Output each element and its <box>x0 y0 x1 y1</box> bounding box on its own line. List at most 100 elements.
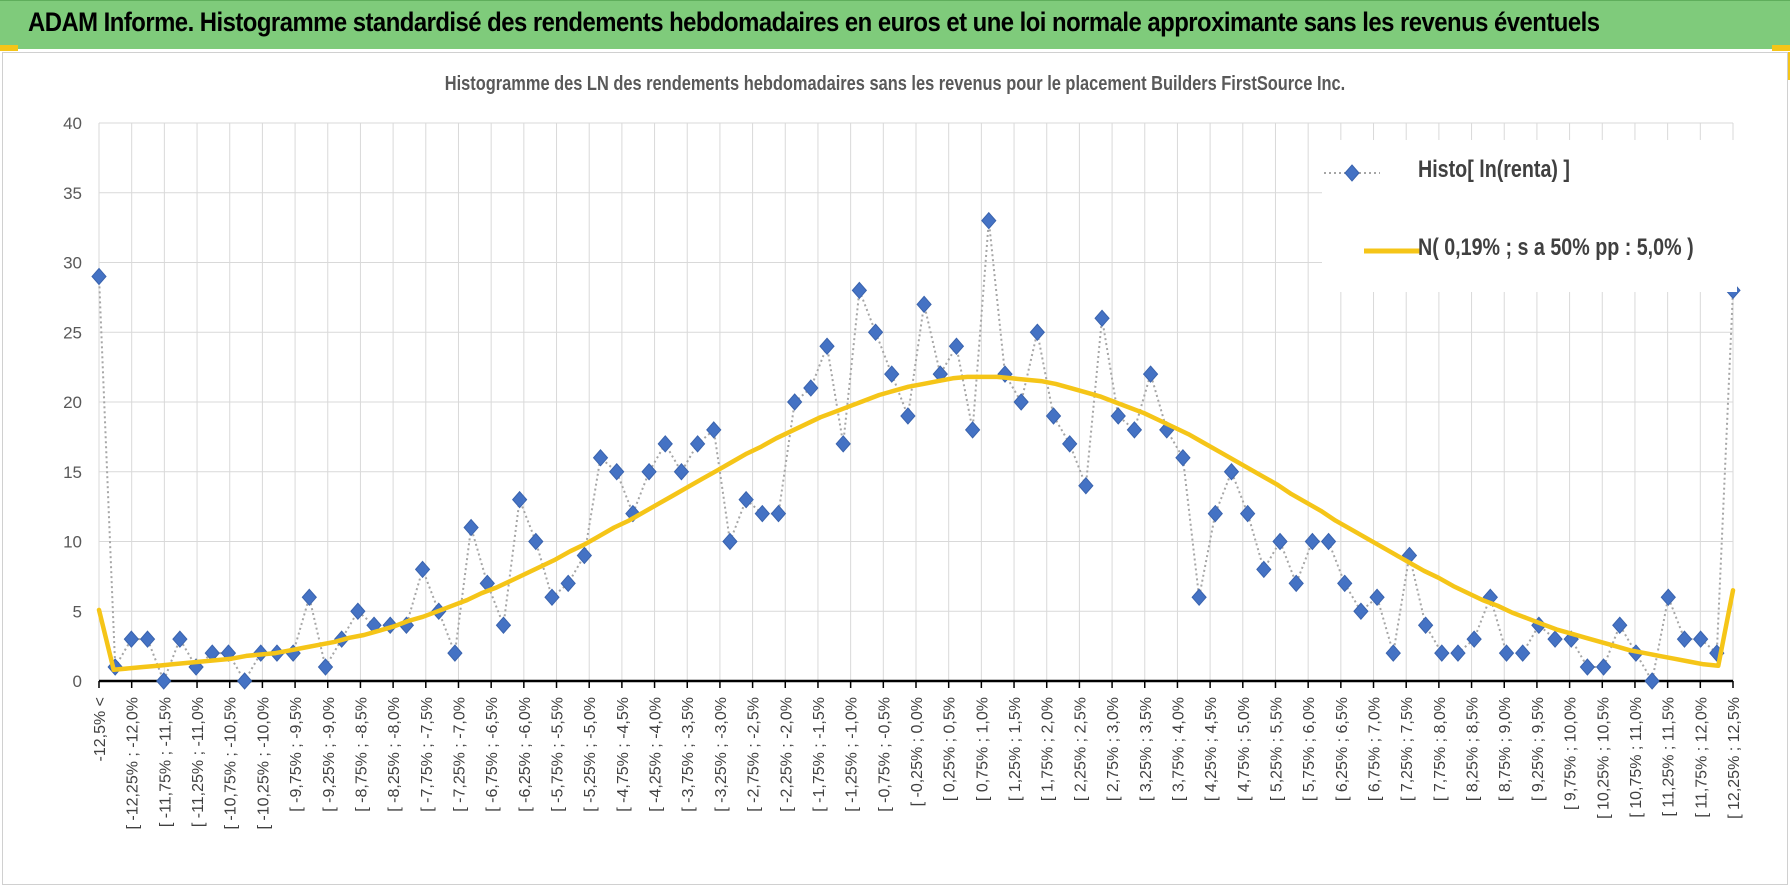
chart-frame <box>2 52 1788 885</box>
y-tick-label: 35 <box>63 184 82 203</box>
x-tick-label: [ -11,75% ; -11,5% <box>157 697 174 827</box>
histo-point <box>1288 574 1304 593</box>
y-tick-label: 20 <box>63 393 82 412</box>
histo-point <box>1466 630 1482 648</box>
x-tick-label: [ 6,75% ; 7,0% <box>1367 697 1384 801</box>
histo-point <box>657 435 673 453</box>
x-tick-label: [ 7,25% ; 7,5% <box>1399 697 1416 801</box>
x-tick-label: [ 11,75% ; 12,0% <box>1693 697 1710 818</box>
histo-point <box>576 546 593 565</box>
legend-histo-label: Histo[ ln(renta) ] <box>1418 156 1570 183</box>
x-tick-label: [ -8,75% ; -8,5% <box>353 697 370 812</box>
title-accent-left <box>0 45 18 51</box>
histo-point <box>1045 407 1062 425</box>
normal-series <box>96 374 1736 673</box>
histo-point <box>1094 309 1110 328</box>
x-tick-label: [ -0,25% ; 0,0% <box>909 697 926 806</box>
x-tick-label: [ 2,75% ; 3,0% <box>1105 697 1122 801</box>
x-tick-label: [ 2,25% ; 2,5% <box>1072 697 1089 801</box>
histo-point <box>609 462 625 481</box>
histo-point <box>1692 630 1709 648</box>
chart-legend: Histo[ ln(renta) ] N( 0,19% ; s a 50% pp… <box>1322 140 1737 292</box>
x-tick-label: [ -7,25% ; -7,0% <box>451 697 468 812</box>
histo-point <box>1110 407 1126 425</box>
histo-point <box>1337 574 1353 593</box>
histo-point <box>350 602 366 621</box>
histo-point <box>592 449 609 467</box>
x-tick-label: [ 10,75% ; 11,0% <box>1628 697 1645 818</box>
histo-point <box>1579 658 1596 676</box>
histo-point <box>689 435 706 453</box>
histo-point <box>172 630 188 648</box>
histo-point <box>1175 449 1191 467</box>
histo-point <box>1239 504 1256 523</box>
histo-point <box>447 644 463 662</box>
title-accent-right <box>1772 45 1790 51</box>
x-tick-label: [ 8,25% ; 8,5% <box>1465 697 1482 801</box>
x-tick-label: [ -12,25% ; -12,0% <box>125 697 142 830</box>
histo-point <box>1515 644 1531 662</box>
frame-accent-mark <box>1788 52 1790 80</box>
x-tick-label: [ 1,25% ; 1,5% <box>1007 697 1024 801</box>
histo-point <box>317 658 334 676</box>
histo-point <box>1353 602 1369 621</box>
x-tick-label: [ -6,25% ; -6,0% <box>517 697 534 812</box>
x-tick-label: [ 5,25% ; 5,5% <box>1268 697 1285 801</box>
histo-point <box>1142 365 1159 383</box>
histo-point <box>123 630 140 648</box>
title-bar: ADAM Informe. Histogramme standardisé de… <box>0 0 1790 51</box>
histo-point <box>1013 393 1029 411</box>
histo-point <box>156 672 172 690</box>
x-tick-label: [ -4,75% ; -4,5% <box>615 697 632 812</box>
histo-point <box>706 421 722 439</box>
x-tick-label: [ 3,25% ; 3,5% <box>1138 697 1155 801</box>
histo-point <box>1547 630 1563 648</box>
x-tick-label: -12,5% < <box>92 697 109 761</box>
x-tick-label: [ 9,25% ; 9,5% <box>1530 697 1547 801</box>
histo-point <box>851 281 868 300</box>
histo-point <box>301 588 317 607</box>
histo-point <box>544 588 560 607</box>
histo-point <box>1644 672 1660 690</box>
page-title: ADAM Informe. Histogramme standardisé de… <box>28 7 1600 37</box>
histo-point <box>738 490 754 509</box>
y-tick-label: 25 <box>63 323 82 342</box>
y-tick-label: 10 <box>63 533 82 552</box>
histo-point <box>722 532 738 551</box>
histo-point <box>803 379 819 397</box>
x-tick-label: [ -5,25% ; -5,0% <box>582 697 599 812</box>
x-tick-label: [ 5,75% ; 6,0% <box>1301 697 1318 801</box>
histo-point <box>1304 532 1321 551</box>
y-tick-label: 30 <box>63 254 82 273</box>
histo-point <box>1029 323 1046 342</box>
legend-normal-swatch <box>1364 248 1420 254</box>
histo-point <box>1062 435 1078 453</box>
histo-point <box>641 462 657 481</box>
histo-point <box>139 630 156 648</box>
histo-point <box>511 490 528 509</box>
x-tick-label: [ -4,25% ; -4,0% <box>648 697 665 812</box>
histo-point <box>1676 630 1693 648</box>
histo-point <box>835 435 851 453</box>
histo-point <box>819 337 835 355</box>
x-tick-label: [ -3,25% ; -3,0% <box>713 697 730 812</box>
x-tick-label: [ -2,75% ; -2,5% <box>746 697 763 812</box>
x-tick-label: [ 3,75% ; 4,0% <box>1170 697 1187 801</box>
histo-point <box>1660 588 1676 607</box>
x-tick-label: [ 8,75% ; 9,0% <box>1497 697 1514 801</box>
histo-point <box>948 337 965 355</box>
histo-point <box>1320 532 1337 551</box>
histo-point <box>1078 476 1094 495</box>
x-tick-label: [ 1,75% ; 2,0% <box>1040 697 1057 801</box>
x-tick-label: [ -8,25% ; -8,0% <box>386 697 403 812</box>
histo-point <box>1191 588 1207 607</box>
x-tick-label: [ -11,25% ; -11,0% <box>190 697 207 827</box>
histo-point <box>1417 616 1434 634</box>
histo-point <box>1223 462 1240 481</box>
legend-histo-swatch <box>1324 164 1380 182</box>
x-tick-label: [ 7,75% ; 8,0% <box>1432 697 1449 801</box>
x-axis <box>98 679 1734 688</box>
x-tick-label: [ 0,75% ; 1,0% <box>974 697 991 801</box>
chart-title: Histogramme des LN des rendements hebdom… <box>444 73 1346 95</box>
x-tick-label: [ -10,25% ; -10,0% <box>255 697 272 830</box>
